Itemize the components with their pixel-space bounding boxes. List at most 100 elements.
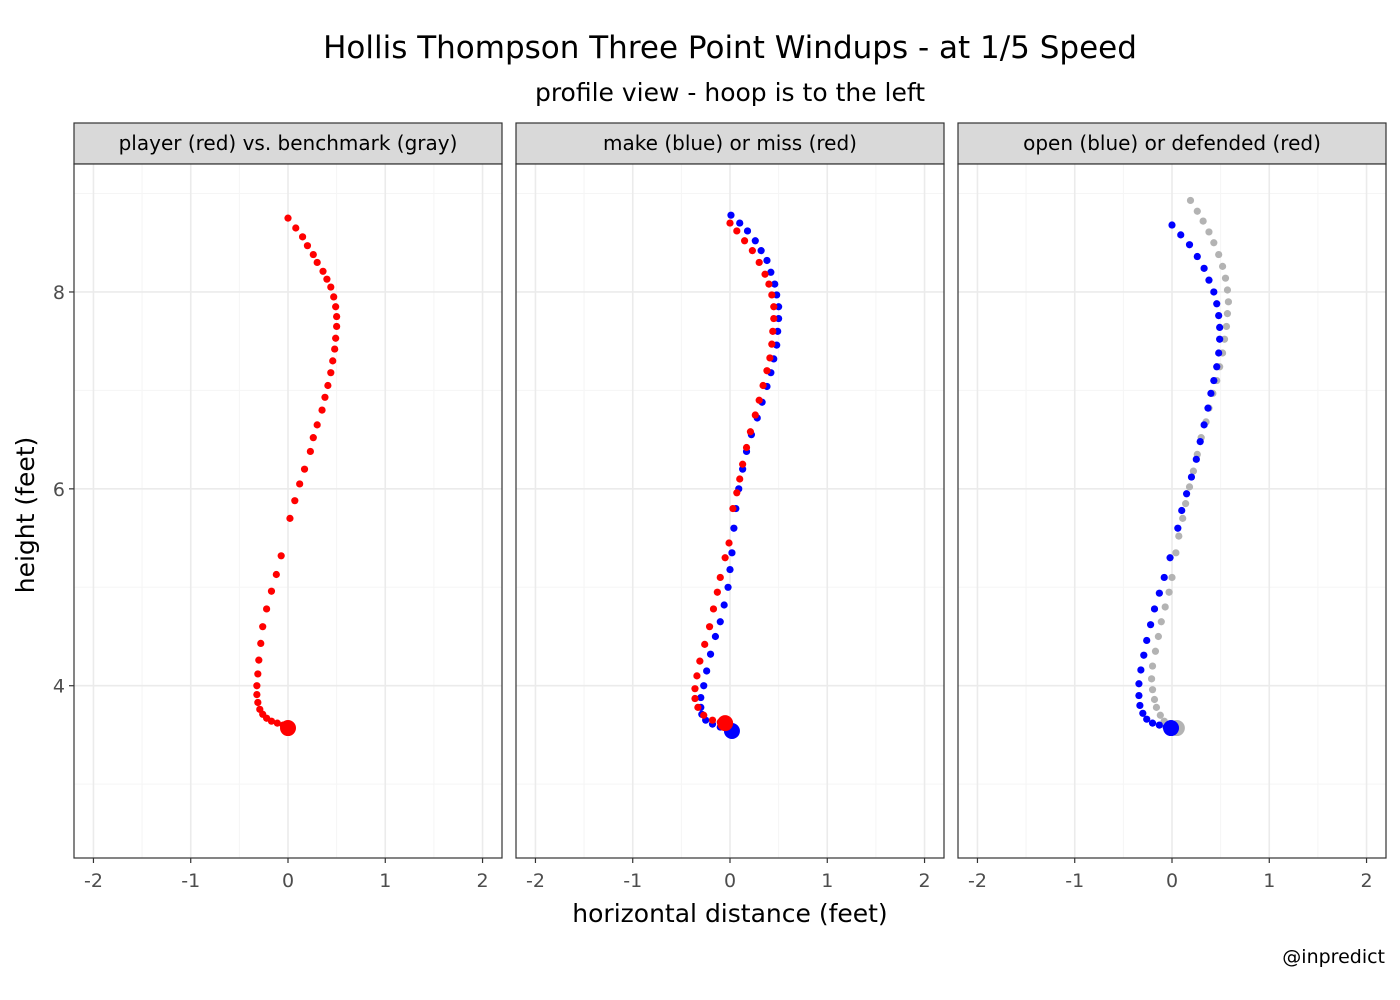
data-point <box>1179 514 1187 522</box>
data-series-red <box>691 219 778 732</box>
data-point <box>694 703 702 711</box>
data-point <box>701 640 709 648</box>
y-axis: 4 6 8 <box>53 282 74 698</box>
data-point <box>309 250 317 259</box>
data-point <box>720 601 728 609</box>
data-point <box>729 504 737 513</box>
data-point <box>1175 532 1183 540</box>
x-tick-label: 0 <box>724 870 736 892</box>
facet-panels: player (red) vs. benchmark (gray) -2 -1 0 1 2… <box>73 122 1387 892</box>
data-point <box>733 227 741 235</box>
x-axis-title: horizontal distance (feet) <box>572 899 887 928</box>
x-tick-label: 2 <box>918 870 930 892</box>
data-point <box>728 549 736 557</box>
data-point <box>273 719 281 727</box>
data-point <box>1196 438 1204 446</box>
data-point <box>740 237 749 245</box>
data-point <box>333 312 341 321</box>
data-point <box>332 303 340 311</box>
data-point <box>736 219 744 227</box>
data-point <box>768 340 776 348</box>
x-tick-label: -1 <box>623 870 642 892</box>
data-point <box>739 460 747 468</box>
data-point <box>313 258 321 267</box>
data-point <box>1186 196 1195 205</box>
data-point <box>1223 286 1232 294</box>
data-point <box>1193 252 1201 261</box>
data-point <box>333 322 341 331</box>
data-point <box>1168 573 1176 582</box>
data-point <box>1155 589 1163 597</box>
data-point <box>1213 363 1221 371</box>
data-point <box>1185 483 1194 491</box>
data-point <box>1187 473 1196 481</box>
data-point <box>1140 651 1148 659</box>
x-tick-label: -2 <box>84 870 103 892</box>
data-point <box>1148 662 1157 670</box>
data-point <box>1139 709 1147 717</box>
data-point <box>1192 455 1200 463</box>
data-point <box>327 283 335 291</box>
data-point <box>1137 666 1145 674</box>
data-point <box>726 565 734 574</box>
data-point <box>300 465 309 473</box>
data-point <box>733 489 741 497</box>
data-point <box>327 369 335 377</box>
data-point <box>1182 490 1191 498</box>
data-point <box>743 227 752 235</box>
facet-strip <box>515 122 945 165</box>
data-point <box>768 291 776 299</box>
data-point <box>256 705 264 713</box>
data-point <box>1154 632 1162 641</box>
data-point <box>1177 231 1185 239</box>
data-point <box>1178 506 1186 515</box>
data-point <box>1200 264 1208 272</box>
data-point <box>730 524 738 532</box>
data-point <box>267 587 276 595</box>
data-point <box>691 694 699 703</box>
data-point <box>1205 276 1213 284</box>
data-point <box>321 393 329 401</box>
data-point <box>1215 250 1223 259</box>
facet-panel: player (red) vs. benchmark (gray) -2 -1 0 1 2 <box>73 122 503 892</box>
data-point <box>1160 573 1168 582</box>
data-point <box>767 268 775 276</box>
data-point <box>259 623 267 631</box>
y-tick-label: 4 <box>53 676 65 698</box>
data-point <box>1216 323 1224 332</box>
data-point <box>713 588 721 596</box>
data-point <box>1172 549 1180 557</box>
caption: @inpredict <box>1282 946 1385 968</box>
data-point <box>755 258 763 267</box>
data-point <box>272 570 280 579</box>
data-point <box>696 657 704 665</box>
x-tick-label: -2 <box>526 870 545 892</box>
data-point <box>725 539 733 547</box>
data-point <box>1135 691 1143 700</box>
data-point <box>254 698 262 707</box>
facet-panel: open (blue) or defended (red) -2 -1 0 1 2 <box>957 122 1387 892</box>
data-point <box>1213 300 1221 308</box>
data-point <box>298 233 307 241</box>
data-point <box>1157 618 1165 626</box>
x-tick-label: 0 <box>282 870 294 892</box>
data-point <box>253 690 261 699</box>
data-point <box>319 267 327 275</box>
y-tick-label: 6 <box>53 479 65 501</box>
data-point <box>291 497 299 505</box>
data-point <box>757 247 765 255</box>
data-point <box>1221 274 1230 282</box>
data-point <box>755 396 763 404</box>
data-point <box>323 275 331 283</box>
data-series-red <box>253 214 341 737</box>
data-point <box>1147 621 1155 629</box>
data-point <box>1150 605 1159 613</box>
data-point <box>766 354 774 362</box>
data-point <box>1150 695 1159 704</box>
data-point <box>751 237 759 245</box>
data-point <box>1222 322 1231 331</box>
data-point <box>1216 335 1224 343</box>
data-point <box>1193 207 1201 215</box>
data-point <box>1200 421 1208 429</box>
data-point <box>332 334 340 342</box>
